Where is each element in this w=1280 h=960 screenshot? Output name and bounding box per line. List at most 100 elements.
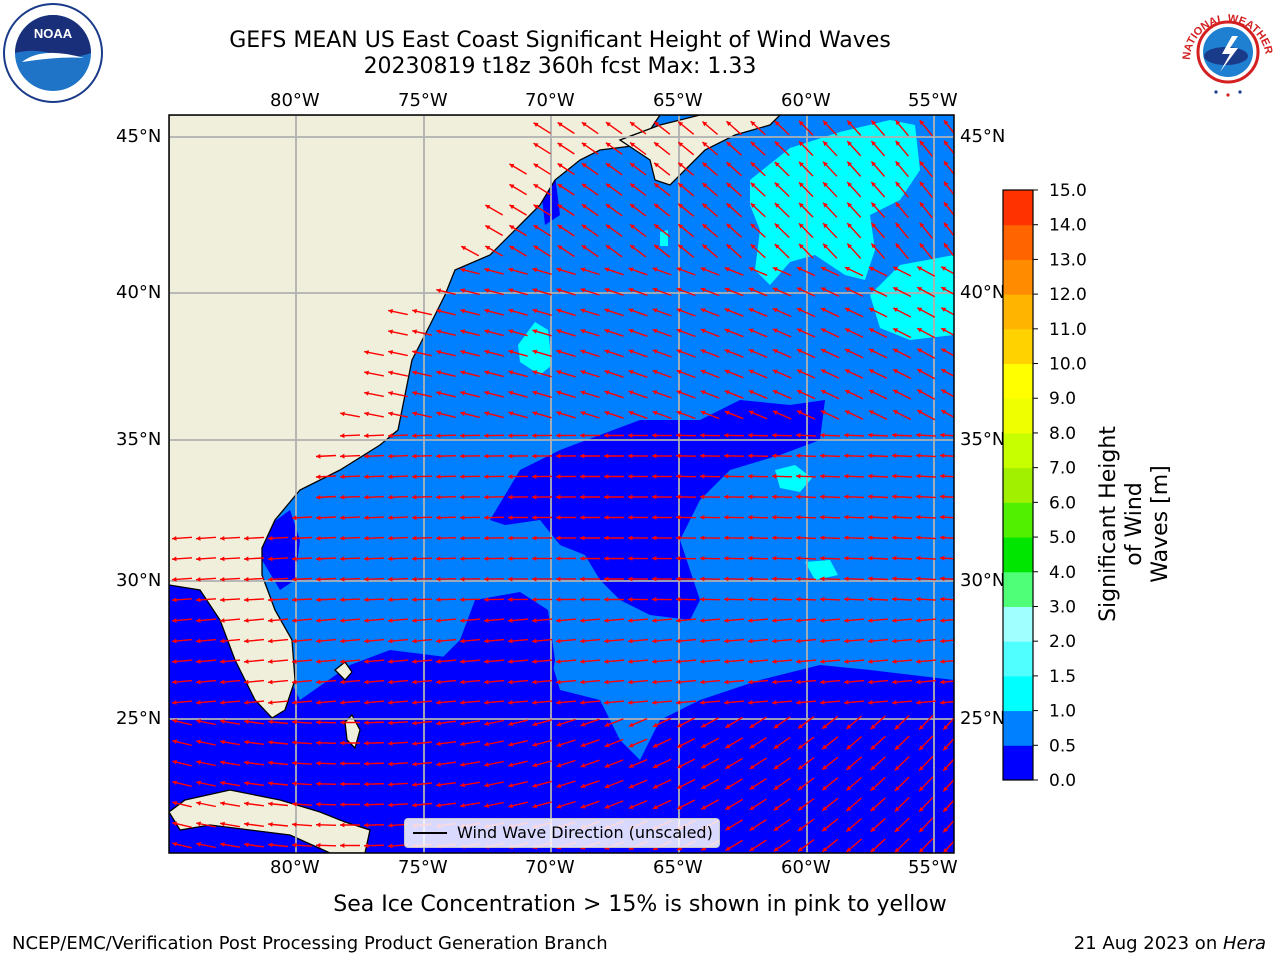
wave-direction-arrowhead bbox=[460, 803, 465, 808]
wave-direction-arrowhead bbox=[726, 121, 732, 127]
y-tick-left: 30°N bbox=[116, 570, 162, 591]
wave-direction-arrowhead bbox=[412, 308, 417, 314]
wave-direction-arrowhead bbox=[628, 267, 634, 272]
wave-direction-arrowhead bbox=[556, 267, 562, 273]
wave-direction-arrowhead bbox=[316, 474, 321, 480]
wave-direction-arrowhead bbox=[364, 411, 369, 417]
wave-direction-arrowhead bbox=[581, 122, 587, 127]
wave-direction-arrowhead bbox=[700, 638, 705, 644]
wave-direction-arrowhead bbox=[508, 267, 514, 273]
wave-direction-arrowhead bbox=[702, 142, 708, 147]
wave-direction-arrowhead bbox=[509, 184, 515, 189]
wave-direction-arrowhead bbox=[676, 576, 681, 582]
wave-direction-arrowhead bbox=[484, 433, 489, 438]
wave-direction-arrowhead bbox=[388, 741, 393, 746]
wave-direction-arrowhead bbox=[772, 494, 777, 500]
colorbar-segment bbox=[1003, 363, 1033, 399]
wave-direction-arrowhead bbox=[196, 597, 201, 603]
legend-line-icon bbox=[413, 832, 447, 834]
wave-direction-arrowhead bbox=[772, 410, 778, 415]
wave-direction-arrowhead bbox=[388, 411, 393, 417]
wave-direction-arrowhead bbox=[652, 349, 658, 354]
wave-direction-arrowhead bbox=[460, 741, 465, 747]
wave-direction-arrowhead bbox=[460, 390, 466, 396]
wave-direction-arrowhead bbox=[604, 618, 609, 623]
wave-direction-arrowhead bbox=[796, 287, 802, 292]
wave-direction-arrowhead bbox=[604, 597, 609, 602]
wave-direction-arrowhead bbox=[678, 142, 684, 147]
wave-direction-arrowhead bbox=[893, 266, 899, 272]
wave-direction-arrowhead bbox=[316, 453, 321, 459]
wave-direction-arrowhead bbox=[772, 576, 777, 582]
wave-direction-arrowhead bbox=[724, 308, 730, 313]
wave-direction-arrowhead bbox=[916, 596, 921, 602]
wave-direction-arrowhead bbox=[844, 618, 849, 623]
wave-direction-arrowhead bbox=[436, 288, 442, 293]
wave-direction-arrowhead bbox=[484, 349, 490, 355]
colorbar-tick-label: 4.0 bbox=[1049, 563, 1076, 583]
wave-direction-arrowhead bbox=[436, 618, 441, 623]
colorbar-tick-label: 0.5 bbox=[1049, 736, 1076, 756]
wave-direction-arrowhead bbox=[796, 494, 801, 500]
x-tick-bottom: 75°W bbox=[398, 857, 448, 878]
x-tick-top: 70°W bbox=[525, 90, 575, 111]
wave-direction-arrowhead bbox=[412, 453, 417, 459]
wave-direction-arrowhead bbox=[870, 786, 876, 791]
wave-direction-arrowhead bbox=[412, 700, 417, 705]
wave-direction-arrowhead bbox=[941, 369, 947, 374]
wave-direction-arrowhead bbox=[919, 847, 924, 853]
wave-direction-arrowhead bbox=[557, 225, 563, 230]
wave-direction-arrowhead bbox=[604, 679, 609, 685]
x-tick-bottom: 65°W bbox=[653, 857, 703, 878]
wave-direction-arrowhead bbox=[823, 223, 828, 229]
wave-direction-arrowhead bbox=[820, 473, 825, 479]
wave-direction-arrowhead bbox=[796, 432, 801, 438]
wave-direction-arrowhead bbox=[774, 203, 780, 208]
wave-direction-arrowhead bbox=[556, 329, 562, 334]
wave-direction-arrowhead bbox=[773, 764, 779, 770]
wave-direction-arrowhead bbox=[580, 722, 586, 727]
sea-ice-caption: Sea Ice Concentration > 15% is shown in … bbox=[333, 892, 947, 917]
wave-direction-arrowhead bbox=[532, 433, 537, 438]
wave-direction-arrowhead bbox=[196, 638, 201, 644]
wave-direction-arrowhead bbox=[941, 307, 947, 312]
wave-direction-arrowhead bbox=[676, 556, 681, 561]
wave-direction-arrowhead bbox=[678, 121, 684, 127]
wave-direction-arrowhead bbox=[508, 515, 513, 520]
wave-direction-arrowhead bbox=[919, 202, 925, 208]
wave-direction-arrowhead bbox=[532, 370, 538, 375]
wave-direction-arrowhead bbox=[412, 515, 417, 521]
wave-direction-arrowhead bbox=[724, 287, 730, 293]
wave-direction-arrowhead bbox=[364, 433, 369, 439]
wave-direction-arrowhead bbox=[772, 308, 778, 313]
wave-direction-arrowhead bbox=[652, 410, 658, 416]
wave-direction-arrowhead bbox=[916, 700, 921, 705]
wave-direction-arrowhead bbox=[799, 223, 804, 229]
wave-direction-arrowhead bbox=[484, 597, 489, 602]
wave-direction-arrowhead bbox=[388, 576, 393, 582]
wave-direction-arrowhead bbox=[847, 161, 852, 167]
y-tick-left: 35°N bbox=[116, 429, 162, 450]
wave-direction-arrowhead bbox=[316, 760, 321, 766]
wave-direction-arrowhead bbox=[244, 576, 249, 582]
wave-direction-arrowhead bbox=[870, 806, 876, 812]
wave-direction-arrowhead bbox=[796, 659, 801, 664]
wave-direction-arrowhead bbox=[652, 576, 657, 582]
wave-direction-arrowhead bbox=[726, 182, 732, 188]
wave-direction-arrowhead bbox=[388, 329, 393, 335]
wave-direction-arrowhead bbox=[700, 287, 706, 293]
wave-direction-arrowhead bbox=[436, 411, 442, 416]
wave-direction-arrowhead bbox=[919, 724, 924, 730]
wave-direction-arrowhead bbox=[364, 350, 369, 355]
wave-direction-arrowhead bbox=[172, 718, 178, 724]
wave-direction-arrowhead bbox=[940, 514, 945, 520]
wave-direction-arrowhead bbox=[894, 724, 900, 730]
wave-direction-arrowhead bbox=[364, 474, 369, 480]
wave-direction-arrowhead bbox=[316, 659, 321, 664]
wave-direction-arrowhead bbox=[580, 515, 585, 520]
wave-direction-arrowhead bbox=[844, 638, 849, 644]
wave-direction-arrowhead bbox=[892, 494, 897, 500]
wave-direction-arrowhead bbox=[485, 246, 491, 251]
wave-direction-arrowhead bbox=[484, 474, 489, 479]
wave-direction-arrowhead bbox=[677, 804, 683, 810]
